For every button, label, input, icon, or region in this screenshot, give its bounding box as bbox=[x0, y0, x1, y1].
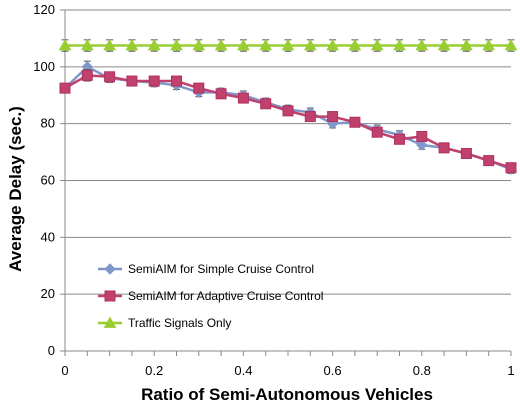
series-1 bbox=[59, 69, 517, 174]
data-point bbox=[148, 75, 160, 87]
legend-label: SemiAIM for Simple Cruise Control bbox=[128, 262, 314, 276]
y-tick-label: 60 bbox=[41, 173, 55, 188]
data-point bbox=[80, 38, 94, 51]
data-point bbox=[394, 133, 405, 145]
x-tick-label: 1 bbox=[507, 363, 514, 378]
data-point bbox=[104, 71, 116, 83]
data-point bbox=[304, 111, 316, 123]
data-point bbox=[237, 38, 250, 51]
data-point bbox=[281, 38, 295, 51]
x-tick-labels: 0 0.2 0.4 0.6 0.8 1 bbox=[61, 363, 514, 378]
x-axis-title: Ratio of Semi-Autonomous Vehicles bbox=[141, 385, 433, 404]
legend-label: Traffic Signals Only bbox=[128, 316, 231, 330]
data-point bbox=[170, 38, 183, 51]
data-point bbox=[393, 38, 406, 51]
data-point bbox=[147, 38, 161, 51]
data-point bbox=[460, 38, 473, 51]
data-point bbox=[104, 290, 116, 302]
data-point bbox=[126, 75, 138, 87]
data-point bbox=[282, 105, 294, 117]
data-point bbox=[483, 155, 495, 167]
series-2 bbox=[58, 38, 518, 52]
data-point bbox=[192, 38, 206, 51]
x-tick-label: 0.4 bbox=[234, 363, 252, 378]
legend-entry: Traffic Signals Only bbox=[98, 316, 231, 330]
data-point bbox=[193, 82, 205, 94]
data-point bbox=[259, 38, 273, 51]
data-point bbox=[125, 38, 139, 51]
gridlines bbox=[65, 9, 511, 295]
y-axis-title: Average Delay (sec.) bbox=[6, 106, 25, 272]
y-tick-label: 80 bbox=[41, 116, 55, 131]
x-tick-label: 0.2 bbox=[145, 363, 163, 378]
data-point bbox=[349, 116, 361, 128]
data-point bbox=[438, 142, 450, 154]
data-point bbox=[326, 38, 339, 51]
legend: SemiAIM for Simple Cruise Control SemiAIM… bbox=[98, 262, 323, 330]
data-point bbox=[437, 38, 451, 51]
series-line bbox=[64, 74, 512, 169]
data-point bbox=[81, 69, 93, 81]
legend-label: SemiAIM for Adaptive Cruise Control bbox=[128, 289, 323, 303]
x-tick-label: 0 bbox=[61, 363, 68, 378]
y-tick-label: 0 bbox=[48, 343, 55, 358]
data-point bbox=[237, 92, 249, 104]
series bbox=[58, 38, 518, 175]
data-point bbox=[58, 38, 72, 51]
x-tick-label: 0.6 bbox=[324, 363, 342, 378]
data-point bbox=[59, 82, 71, 94]
data-point bbox=[214, 38, 228, 51]
data-point bbox=[215, 88, 227, 100]
data-point bbox=[327, 111, 339, 123]
data-point bbox=[482, 38, 496, 51]
data-point bbox=[504, 38, 518, 51]
y-tick-label: 100 bbox=[33, 59, 55, 74]
data-point bbox=[370, 38, 384, 51]
data-point bbox=[416, 139, 428, 151]
data-point bbox=[371, 126, 383, 138]
data-point bbox=[460, 148, 472, 160]
data-point bbox=[260, 98, 272, 110]
data-point bbox=[416, 130, 428, 142]
axes bbox=[60, 9, 512, 356]
data-point bbox=[505, 162, 517, 174]
data-point bbox=[303, 38, 317, 51]
data-point bbox=[171, 75, 182, 87]
data-point bbox=[415, 38, 429, 51]
data-point bbox=[348, 38, 362, 51]
legend-entry: SemiAIM for Simple Cruise Control bbox=[98, 262, 314, 276]
y-tick-label: 120 bbox=[33, 2, 55, 17]
data-point bbox=[103, 316, 117, 328]
x-tick-label: 0.8 bbox=[413, 363, 431, 378]
y-tick-labels: 0 20 40 60 80 100 120 bbox=[33, 2, 55, 358]
data-point bbox=[103, 38, 116, 51]
y-tick-label: 40 bbox=[41, 229, 55, 244]
y-tick-label: 20 bbox=[41, 286, 55, 301]
legend-entry: SemiAIM for Adaptive Cruise Control bbox=[98, 289, 323, 303]
data-point bbox=[104, 263, 116, 275]
